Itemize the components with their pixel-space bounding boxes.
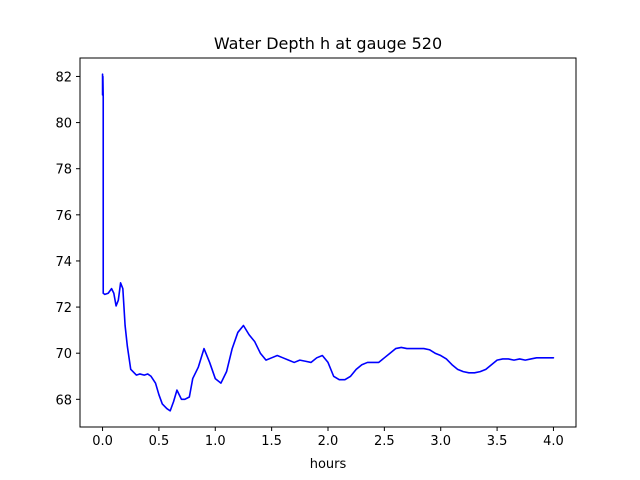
- y-tick-label: 76: [55, 209, 72, 224]
- y-tick-label: 70: [55, 347, 72, 362]
- series-layer: [101, 73, 555, 412]
- x-tick-label: 3.5: [487, 434, 508, 449]
- y-tick-label: 72: [55, 301, 72, 316]
- x-tick-label: 0.5: [149, 434, 170, 449]
- plot-area: [80, 58, 576, 427]
- y-tick-label: 80: [55, 117, 72, 132]
- x-tick-label: 2.0: [318, 434, 339, 449]
- axes-layer: 0.0 0.5 1.0 1.5 2.0 2.5 3.0 3.5 4.0 68 70 72 74 76 78 8…: [55, 57, 577, 449]
- x-tick-label: 1.5: [261, 434, 282, 449]
- y-tick-label: 68: [55, 393, 72, 408]
- x-tick-label: 1.0: [205, 434, 226, 449]
- plot-background: [80, 58, 576, 427]
- x-tick-label: 4.0: [543, 434, 564, 449]
- y-tick-label: 82: [55, 70, 72, 85]
- x-axis-label: hours: [310, 457, 347, 472]
- chart-title: Water Depth h at gauge 520: [214, 34, 442, 53]
- x-tick-label: 0.0: [92, 434, 113, 449]
- y-tick-label: 74: [55, 255, 72, 270]
- y-tick-label: 78: [55, 163, 72, 178]
- x-tick-label: 2.5: [374, 434, 395, 449]
- series-line-0: [101, 73, 555, 412]
- x-tick-label: 3.0: [430, 434, 451, 449]
